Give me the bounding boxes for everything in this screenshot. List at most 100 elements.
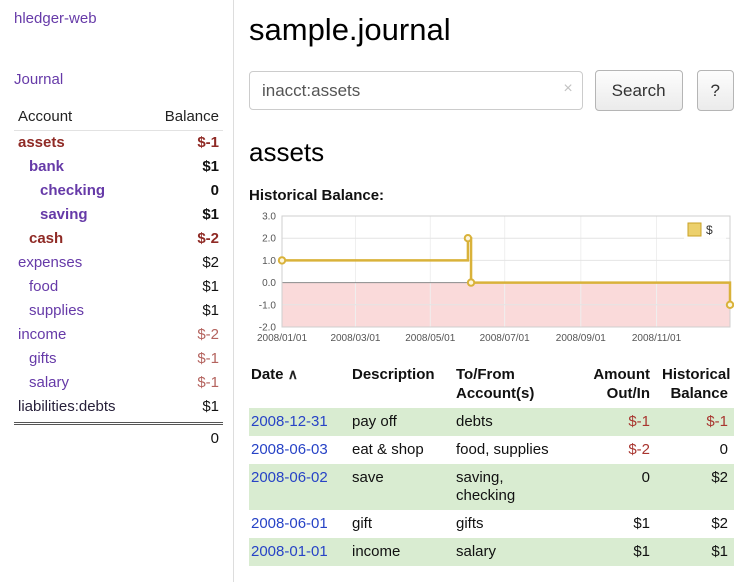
y-tick-label: -1.0 [259, 300, 277, 311]
account-balance: $-2 [197, 326, 219, 343]
account-link[interactable]: food [29, 278, 59, 295]
register-row: 2008-06-01 gift gifts $1 $2 [249, 510, 734, 538]
x-tick-label: 2008/09/01 [556, 333, 606, 344]
account-link[interactable]: expenses [18, 254, 83, 271]
register-header-row: Date ∧ Description To/From Account(s) Am… [249, 362, 734, 408]
account-link[interactable]: checking [40, 182, 106, 199]
account-link[interactable]: assets [18, 134, 65, 151]
transaction-balance: $2 [711, 514, 728, 532]
legend-label: $ [706, 223, 713, 237]
transaction-date-link[interactable]: 2008-12-31 [251, 412, 328, 430]
date-column-header[interactable]: Date ∧ [249, 362, 346, 408]
account-row: salary $-1 [14, 371, 223, 395]
account-balance: $1 [202, 278, 219, 295]
account-row: bank $1 [14, 155, 223, 179]
sidebar: hledger-web Journal Account Balance asse… [0, 0, 234, 582]
account-row: liabilities:debts $1 [14, 395, 223, 419]
transaction-date-cell: 2008-06-03 [249, 436, 346, 464]
register-body: 2008-12-31 pay off debts $-1 $-1 2008-06-03 ea… [249, 407, 734, 566]
transaction-date-link[interactable]: 2008-06-03 [251, 440, 328, 458]
help-button[interactable]: ? [696, 70, 734, 111]
search-form: × Search ? [249, 70, 734, 111]
account-row: expenses $2 [14, 251, 223, 275]
account-row: assets $-1 [14, 131, 223, 155]
account-link[interactable]: cash [29, 230, 64, 247]
account-balance: $1 [202, 158, 219, 175]
tofrom-column-header: To/From Account(s) [456, 366, 535, 402]
transaction-accounts: saving, checking [456, 468, 516, 504]
transaction-date-cell: 2008-01-01 [249, 538, 346, 566]
page-title: sample.journal [249, 12, 451, 47]
transaction-description: gift [352, 514, 373, 532]
account-link[interactable]: liabilities:debts [18, 398, 116, 415]
amount-column-header: Amount Out/In [593, 366, 650, 402]
data-point [725, 300, 734, 309]
account-row: checking 0 [14, 179, 223, 203]
account-link[interactable]: supplies [29, 302, 85, 319]
accounts-total-row: 0 [14, 422, 223, 450]
account-link[interactable]: income [18, 326, 67, 343]
account-column-header: Account [18, 108, 73, 125]
transaction-description: pay off [352, 412, 397, 430]
account-balance: $2 [202, 254, 219, 271]
account-link[interactable]: salary [29, 374, 70, 391]
account-balance: $-1 [197, 350, 219, 367]
transaction-amount: $-2 [628, 440, 650, 458]
legend-swatch [687, 222, 702, 237]
total-balance: 0 [210, 430, 219, 447]
account-row: saving $1 [14, 203, 223, 227]
transaction-balance: $1 [711, 542, 728, 560]
account-balance: $-2 [197, 230, 219, 247]
transaction-balance: $-1 [706, 412, 728, 430]
account-row: supplies $1 [14, 299, 223, 323]
x-tick-label: 2008/07/01 [480, 333, 530, 344]
sidebar-item-journal[interactable]: Journal [14, 71, 64, 88]
register-row: 2008-01-01 income salary $1 $1 [249, 537, 734, 566]
account-balance: $1 [202, 302, 219, 319]
data-point [463, 234, 473, 243]
x-tick-label: 2008/11/01 [632, 333, 682, 344]
accounts-list: assets $-1 bank $1 checking 0 saving $1 cash $-2 e… [14, 131, 223, 419]
account-row: food $1 [14, 275, 223, 299]
transaction-amount: 0 [641, 468, 650, 486]
account-balance: 0 [210, 182, 219, 199]
account-link[interactable]: gifts [29, 350, 57, 367]
transaction-amount: $1 [633, 542, 650, 560]
account-balance: $1 [202, 206, 219, 223]
transaction-description: eat & shop [352, 440, 424, 458]
data-point [466, 278, 476, 287]
app-title-link[interactable]: hledger-web [14, 10, 97, 27]
clear-search-icon[interactable]: × [563, 80, 573, 97]
account-balance: $-1 [197, 134, 219, 151]
account-link[interactable]: bank [29, 158, 65, 175]
transaction-date-cell: 2008-12-31 [249, 408, 346, 436]
search-button[interactable]: Search [594, 70, 683, 111]
y-tick-label: 0.0 [262, 278, 276, 289]
search-input[interactable] [249, 71, 583, 110]
search-box: × [249, 71, 583, 110]
transaction-accounts: salary [456, 542, 497, 560]
register-row: 2008-06-03 eat & shop food, supplies $-2 0 [249, 436, 734, 464]
y-tick-label: 2.0 [262, 234, 276, 245]
balance-column-header: Balance [164, 108, 219, 125]
y-tick-label: 3.0 [262, 212, 276, 223]
account-balance: $1 [202, 398, 219, 415]
transaction-description: save [352, 468, 384, 486]
transaction-date-link[interactable]: 2008-06-01 [251, 514, 328, 532]
transaction-description: income [352, 542, 401, 560]
main-region: sample.journal × Search ? assets Histori… [249, 0, 742, 566]
date-header-label: Date [251, 366, 284, 383]
x-tick-label: 2008/01/01 [257, 333, 307, 344]
y-tick-label: -2.0 [259, 323, 277, 334]
transaction-date-link[interactable]: 2008-06-02 [251, 468, 328, 486]
description-column-header: Description [352, 366, 435, 383]
sort-ascending-icon: ∧ [287, 366, 298, 382]
transaction-accounts: gifts [456, 514, 484, 532]
transaction-date-link[interactable]: 2008-01-01 [251, 542, 328, 560]
register-row: 2008-06-02 save saving, checking 0 $2 [249, 463, 734, 510]
account-balance: $-1 [197, 374, 219, 391]
x-tick-label: 2008/03/01 [330, 333, 380, 344]
transaction-date-cell: 2008-06-02 [249, 464, 346, 510]
account-row: income $-2 [14, 323, 223, 347]
account-link[interactable]: saving [40, 206, 88, 223]
